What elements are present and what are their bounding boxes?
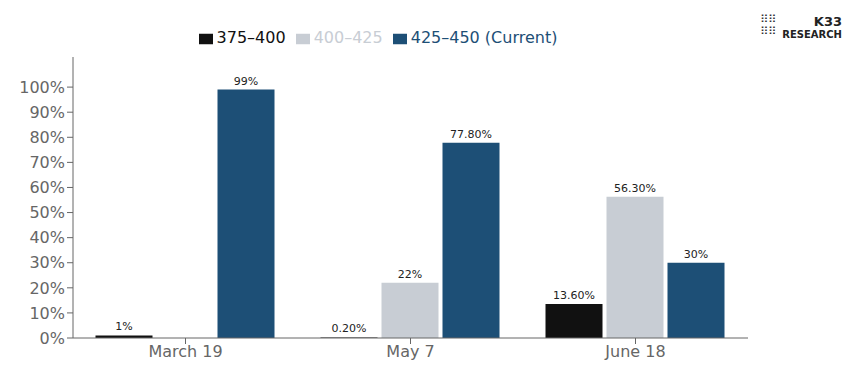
svg-text:90%: 90%	[29, 103, 65, 122]
svg-text:0.20%: 0.20%	[332, 322, 367, 335]
svg-text:May 7: May 7	[386, 342, 434, 361]
svg-text:40%: 40%	[29, 228, 65, 247]
svg-text:1%: 1%	[115, 320, 132, 333]
svg-text:10%: 10%	[29, 304, 65, 323]
svg-text:70%: 70%	[29, 153, 65, 172]
svg-text:June 18: June 18	[604, 342, 665, 361]
svg-text:30%: 30%	[29, 253, 65, 272]
svg-text:77.80%: 77.80%	[450, 128, 492, 141]
svg-text:100%: 100%	[19, 78, 65, 97]
svg-text:March 19: March 19	[148, 342, 222, 361]
svg-text:60%: 60%	[29, 178, 65, 197]
svg-text:80%: 80%	[29, 128, 65, 147]
html-text:425–450 (Current): 425–450 (Current)	[410, 28, 558, 47]
html-text:K33: K33	[813, 14, 842, 29]
svg-text:22%: 22%	[398, 268, 422, 281]
svg-text:0%: 0%	[40, 329, 65, 348]
svg-text:20%: 20%	[29, 279, 65, 298]
svg-text:50%: 50%	[29, 203, 65, 222]
html-text:375–400: 375–400	[216, 28, 286, 47]
svg-text:30%: 30%	[684, 248, 708, 261]
svg-text:99%: 99%	[234, 75, 258, 88]
html-text:400–425: 400–425	[313, 28, 383, 47]
html-text:RESEARCH: RESEARCH	[782, 29, 842, 40]
svg-text:56.30%: 56.30%	[614, 182, 656, 195]
svg-text:13.60%: 13.60%	[553, 289, 595, 302]
